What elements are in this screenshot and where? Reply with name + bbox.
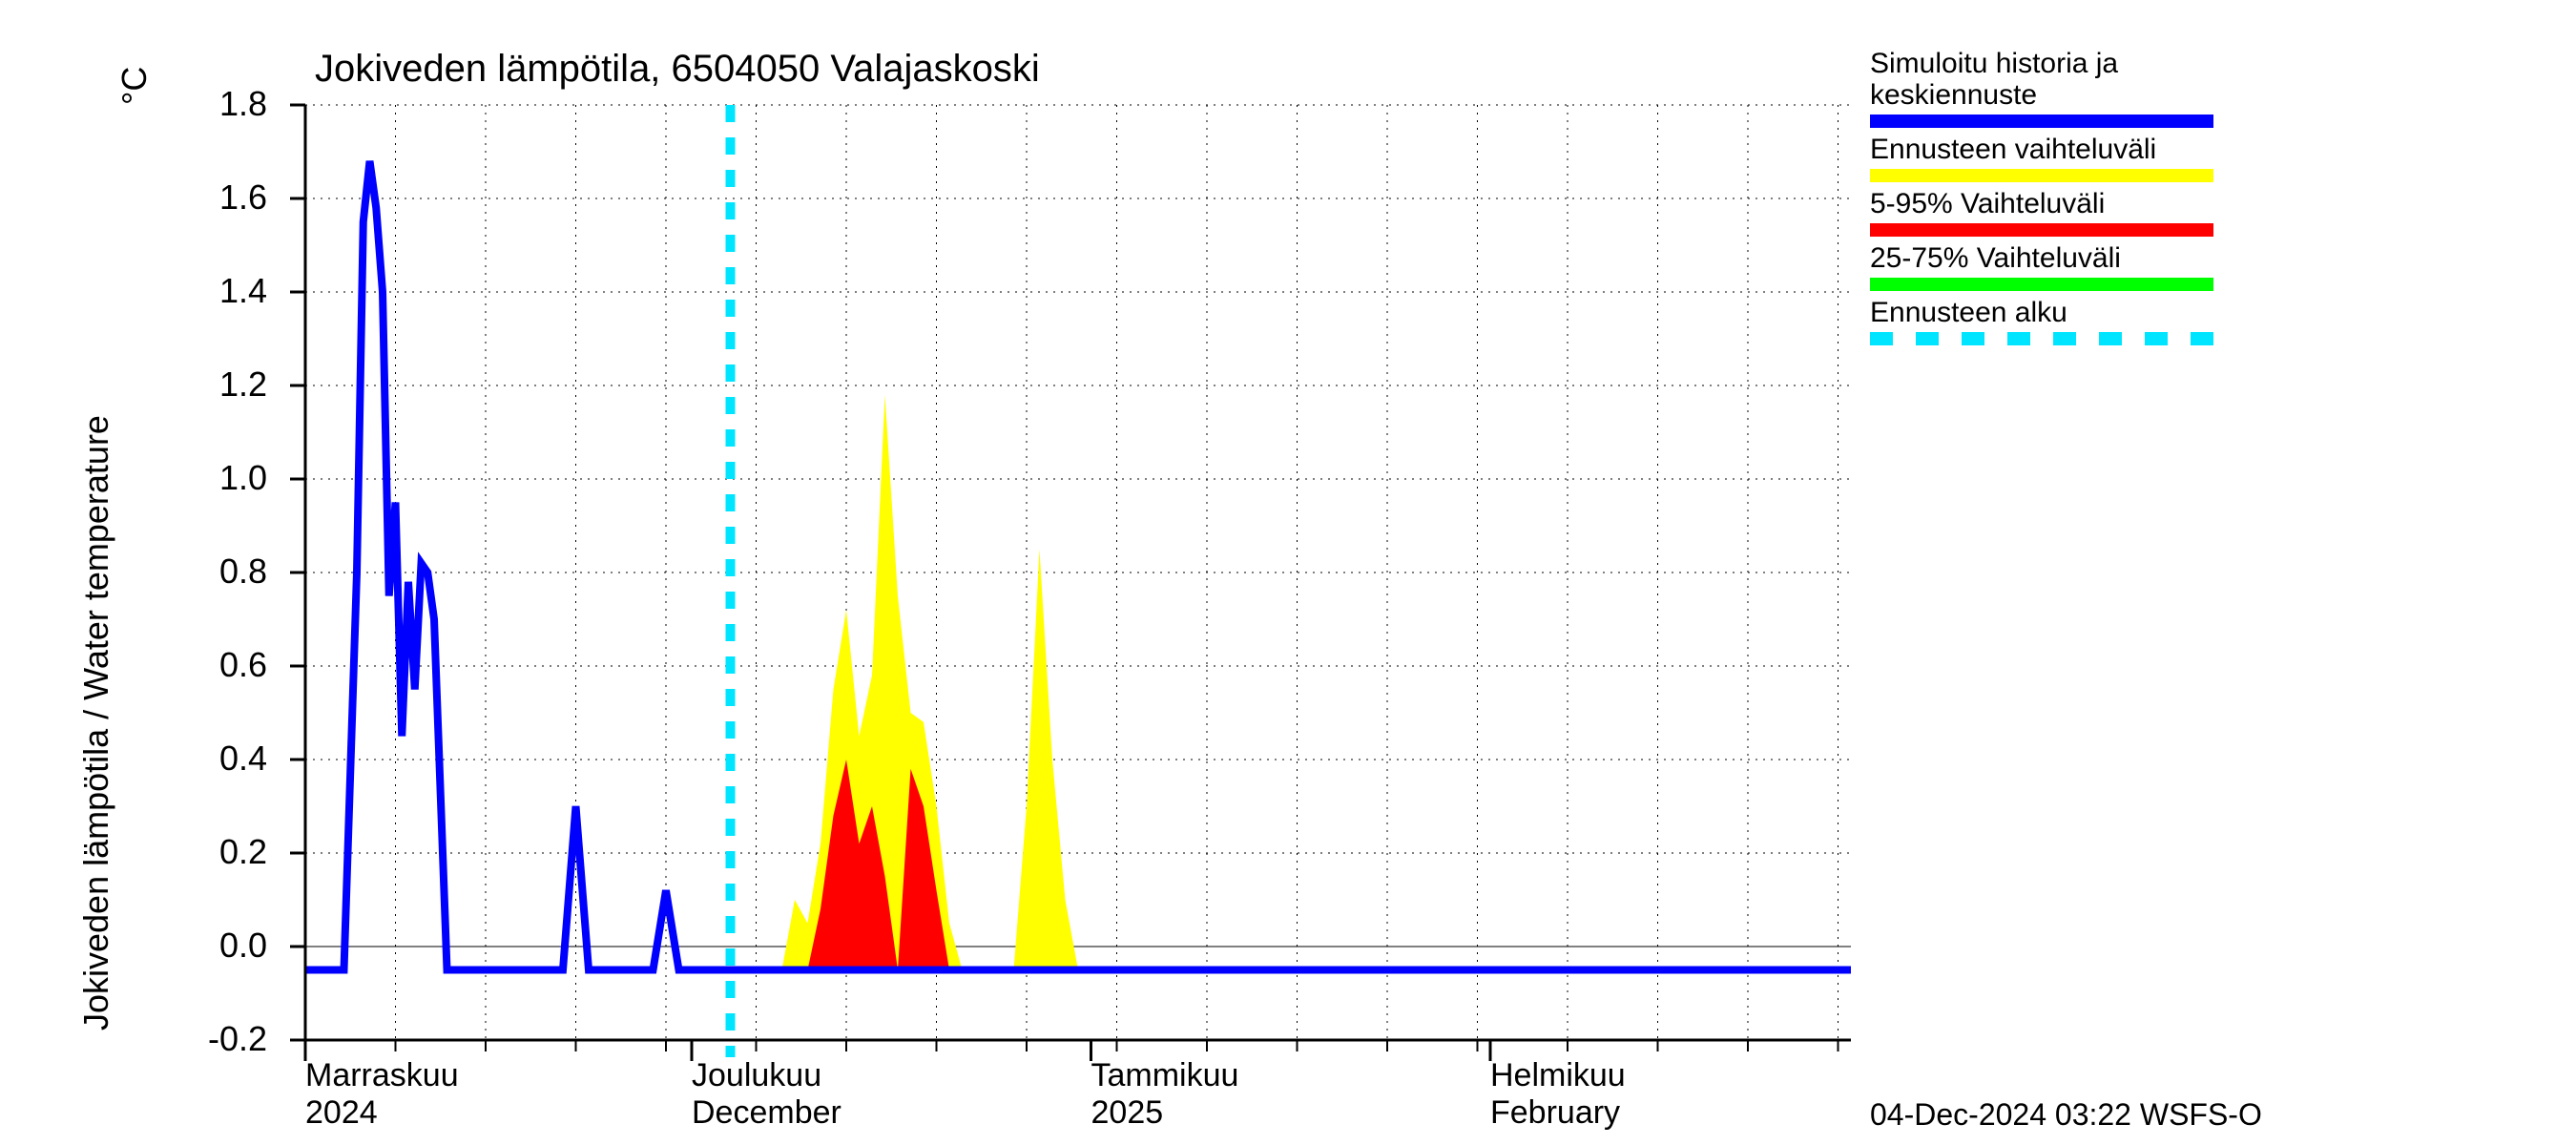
- y-tick: 0.0: [191, 926, 267, 966]
- y-tick: 1.8: [191, 84, 267, 124]
- legend: Simuloitu historia ja keskiennuste Ennust…: [1870, 48, 2557, 351]
- y-tick: 0.4: [191, 739, 267, 779]
- y-tick: 1.6: [191, 177, 267, 218]
- x-tick: Joulukuu December: [692, 1057, 841, 1132]
- legend-label: Simuloitu historia ja keskiennuste: [1870, 48, 2557, 111]
- y-tick: 0.6: [191, 645, 267, 685]
- y-tick: -0.2: [191, 1019, 267, 1059]
- legend-item: Ennusteen vaihteluväli: [1870, 134, 2557, 182]
- chart-container: Jokiveden lämpötila, 6504050 Valajaskosk…: [0, 0, 2576, 1145]
- y-tick: 1.0: [191, 458, 267, 498]
- legend-item: Ennusteen alku: [1870, 297, 2557, 345]
- footer-timestamp: 04-Dec-2024 03:22 WSFS-O: [1870, 1097, 2262, 1133]
- y-tick: 1.4: [191, 271, 267, 311]
- x-tick: Tammikuu 2025: [1091, 1057, 1239, 1132]
- legend-swatch: [1870, 223, 2213, 237]
- legend-label: Ennusteen vaihteluväli: [1870, 134, 2557, 165]
- y-tick: 0.8: [191, 552, 267, 592]
- legend-label: 25-75% Vaihteluväli: [1870, 242, 2557, 274]
- y-tick: 0.2: [191, 832, 267, 872]
- legend-label: 5-95% Vaihteluväli: [1870, 188, 2557, 219]
- legend-item: 5-95% Vaihteluväli: [1870, 188, 2557, 237]
- legend-swatch: [1870, 114, 2213, 128]
- legend-item: 25-75% Vaihteluväli: [1870, 242, 2557, 291]
- legend-swatch: [1870, 278, 2213, 291]
- x-tick: Marraskuu 2024: [305, 1057, 459, 1132]
- legend-item: Simuloitu historia ja keskiennuste: [1870, 48, 2557, 128]
- legend-swatch: [1870, 332, 2213, 345]
- legend-label: Ennusteen alku: [1870, 297, 2557, 328]
- y-tick: 1.2: [191, 364, 267, 405]
- legend-swatch: [1870, 169, 2213, 182]
- x-tick: Helmikuu February: [1490, 1057, 1626, 1132]
